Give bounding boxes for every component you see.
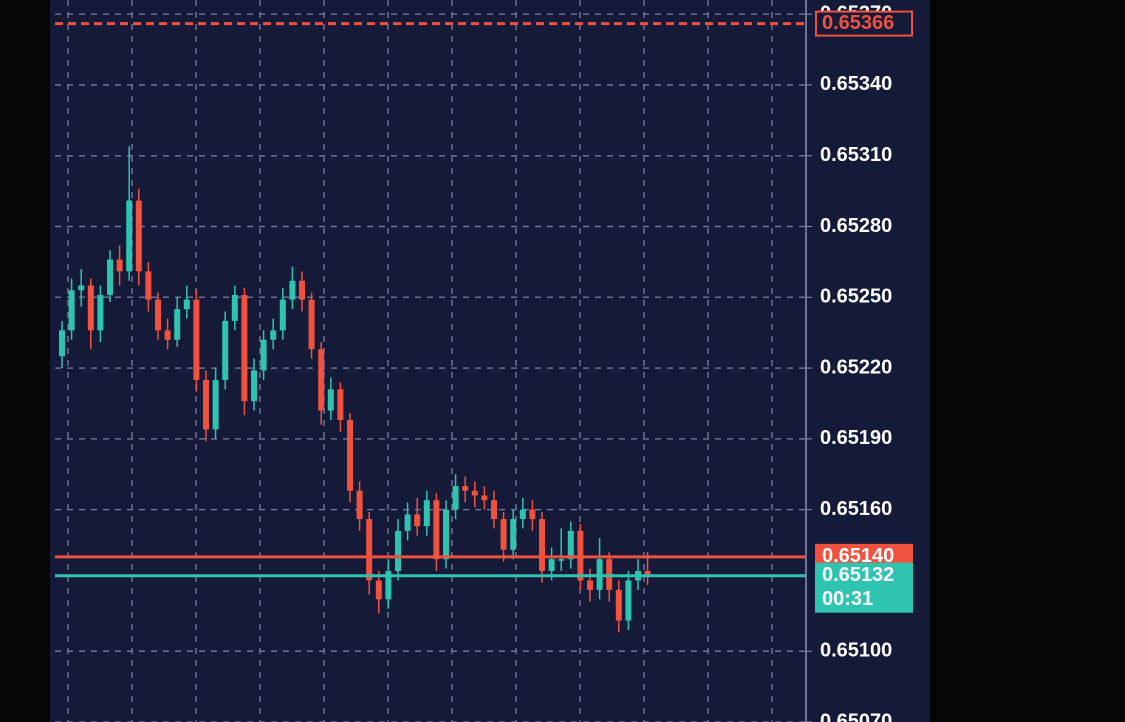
candle-body [193, 299, 200, 380]
candle-body [414, 514, 421, 527]
candle-body [423, 500, 430, 527]
candle-body [356, 490, 363, 520]
candle-body [500, 519, 507, 550]
y-tick-label: 0.65310 [820, 144, 892, 166]
candle-body [452, 486, 459, 510]
countdown-label: 00:31 [822, 588, 873, 610]
candle-body [529, 509, 536, 520]
price-label-box [815, 10, 913, 37]
y-tick-label: 0.65280 [820, 215, 892, 237]
candle-body [366, 519, 373, 581]
candle-body [433, 500, 440, 560]
candle-body [615, 589, 622, 621]
candle-body [548, 559, 555, 571]
candle-body [68, 290, 75, 331]
candle-body [395, 530, 401, 571]
y-tick-label: 0.65220 [820, 356, 892, 378]
candle-body [107, 259, 113, 295]
candle-body [231, 294, 238, 321]
candle-body [126, 200, 133, 272]
candle-body [558, 559, 565, 561]
candle-body [289, 280, 296, 300]
candle-body [318, 349, 325, 411]
candle-body [519, 509, 526, 520]
price-label-box [815, 562, 913, 613]
candle-body [155, 299, 161, 331]
candle-body [203, 379, 209, 430]
candle-body [539, 519, 545, 571]
candle-body [385, 570, 392, 600]
candle-body [567, 530, 574, 560]
candle-body [135, 200, 142, 272]
candle-body [183, 299, 190, 310]
candle-body [462, 486, 469, 491]
candle-body [116, 259, 123, 272]
candle-body [212, 379, 219, 430]
candle-body [510, 519, 517, 550]
candle-body [260, 339, 267, 371]
candle-body [279, 299, 286, 331]
candle-body [78, 285, 85, 291]
price-label: 0.65366 [822, 12, 894, 34]
candle-body [404, 514, 411, 531]
candle-body [375, 580, 382, 600]
price-label: 0.65140 [822, 545, 894, 567]
candle-body [443, 509, 449, 560]
candle-body [644, 570, 651, 576]
candle-body [145, 271, 152, 300]
candle-body [471, 490, 478, 496]
candle-body [491, 500, 497, 520]
candle-body [270, 330, 277, 340]
candle-body [481, 495, 488, 501]
candle-body [59, 330, 65, 357]
candle-body [587, 580, 593, 590]
candle-body [174, 309, 181, 340]
candle-body [222, 320, 229, 380]
candle-body [347, 419, 353, 491]
candle-body [308, 299, 315, 350]
y-tick-label: 0.65160 [820, 498, 892, 520]
candle-body [327, 389, 334, 411]
y-tick-label: 0.65070 [820, 710, 892, 722]
candle-body [251, 370, 257, 402]
y-tick-label: 0.65100 [820, 639, 892, 661]
candle-body [625, 580, 632, 621]
candle-body [164, 330, 171, 340]
candle-body [337, 389, 344, 420]
candle-body [87, 285, 94, 331]
candle-body [97, 294, 104, 331]
y-tick-label: 0.65250 [820, 286, 892, 308]
candle-body [299, 280, 305, 300]
y-tick-label: 0.65340 [820, 73, 892, 95]
price-label: 0.65132 [822, 564, 894, 586]
chart-panel [50, 0, 930, 722]
y-tick-label: 0.65190 [820, 427, 892, 449]
candle-body [241, 294, 248, 402]
